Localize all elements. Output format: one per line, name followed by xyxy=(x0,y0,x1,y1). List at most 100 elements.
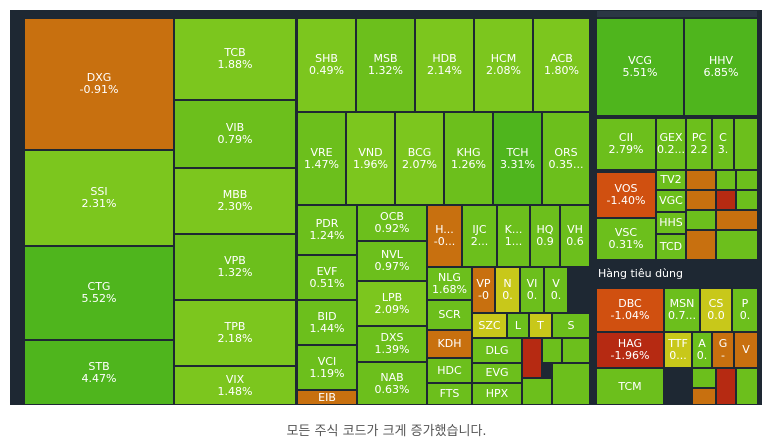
stock-code: VCG xyxy=(628,54,652,67)
stock-code: VIB xyxy=(225,121,245,134)
stock-tile: OCB 0.92% xyxy=(357,205,427,241)
stock-code: PDR xyxy=(315,217,339,230)
stock-change: 2.30% xyxy=(217,200,253,213)
stock-code: EVG xyxy=(485,366,509,379)
stock-tile: SHB 0.49% xyxy=(297,18,356,112)
stock-tile: HPX xyxy=(472,383,522,405)
stock-code: EIB xyxy=(318,390,336,404)
stock-code: HHS xyxy=(659,216,683,229)
stock-tile: DBC -1.04% xyxy=(596,288,664,332)
stock-tile: VH 0.6 xyxy=(560,205,590,267)
stock-change: 1... xyxy=(504,235,523,248)
stock-change: 1.26% xyxy=(451,157,486,171)
stock-tile: V 0. xyxy=(544,267,568,313)
stock-code: V xyxy=(552,277,560,290)
stock-change: 1.32% xyxy=(368,64,403,77)
stock-code: OCB xyxy=(380,210,404,223)
stock-code: SZC xyxy=(478,318,501,332)
stock-code: HCM xyxy=(490,52,517,65)
cell xyxy=(542,338,562,363)
stock-tile: FTS xyxy=(427,383,472,405)
stock-code: BCG xyxy=(407,145,432,159)
stock-tile: TCM xyxy=(596,368,664,405)
stock-tile: CTG 5.52% xyxy=(24,246,174,340)
stock-tile: MBB 2.30% xyxy=(174,168,296,234)
stock-tile: MSB 1.32% xyxy=(356,18,415,112)
cell xyxy=(716,210,758,230)
stock-code: TCM xyxy=(618,379,642,393)
stock-tile: IJC 2... xyxy=(462,205,497,267)
stock-code: TCD xyxy=(659,240,683,253)
stock-tile: TCD xyxy=(656,234,686,260)
stock-code: GEX xyxy=(659,131,683,144)
stock-tile: NVL 0.97% xyxy=(357,241,427,281)
stock-change: 0.2... xyxy=(657,143,685,156)
stock-tile: VSC 0.31% xyxy=(596,218,656,260)
stock-change: 0.35... xyxy=(548,157,584,171)
stock-code: DBC xyxy=(618,297,642,310)
stock-tile: LPB 2.09% xyxy=(357,281,427,326)
stock-code: CTG xyxy=(87,280,111,293)
stock-code: VH xyxy=(567,223,583,236)
stock-change: 2.79% xyxy=(608,143,644,156)
stock-tile: A 0. xyxy=(692,332,712,368)
stock-tile: VRE 1.47% xyxy=(297,112,346,205)
cell xyxy=(736,368,758,405)
stock-tile: TCH 3.31% xyxy=(493,112,542,205)
stock-change: 0.31% xyxy=(608,238,644,251)
stock-code: NAB xyxy=(380,370,404,384)
stock-change: 2.14% xyxy=(427,64,462,77)
stock-change: -1.96% xyxy=(610,349,650,362)
stock-change: - xyxy=(721,349,725,362)
cell xyxy=(692,388,716,405)
stock-tile: HQ 0.9 xyxy=(530,205,560,267)
stock-code: EVF xyxy=(316,264,338,278)
stock-code: VOS xyxy=(614,182,638,195)
stock-tile: VCG 5.51% xyxy=(596,18,684,116)
stock-tile: VND 1.96% xyxy=(346,112,395,205)
stock-tile: NAB 0.63% xyxy=(357,362,427,405)
stock-tile: C 3. xyxy=(712,118,734,170)
stock-tile: EVF 0.51% xyxy=(297,255,357,300)
stock-tile: SZC xyxy=(472,313,507,338)
cell xyxy=(522,338,542,378)
stock-code: VCI xyxy=(317,354,337,368)
stock-code: LPB xyxy=(381,290,403,304)
stock-change: 0. xyxy=(739,309,751,322)
stock-code: FTS xyxy=(439,387,460,400)
stock-code: A xyxy=(698,337,706,350)
stock-code: HDB xyxy=(432,52,457,65)
stock-tile: T xyxy=(529,313,552,338)
stock-change: 0. xyxy=(526,289,538,302)
stock-change: -1.40% xyxy=(606,194,646,207)
stock-tile: BCG 2.07% xyxy=(395,112,444,205)
stock-code: VND xyxy=(358,145,383,159)
stock-code: K... xyxy=(504,223,523,236)
stock-code: ACB xyxy=(550,52,573,65)
stock-tile: HHS xyxy=(656,212,686,234)
stock-change: 0.9 xyxy=(536,235,554,248)
stock-change: 1.47% xyxy=(304,157,339,171)
stock-code: VGC xyxy=(659,194,683,207)
stock-change: -0... xyxy=(433,235,456,248)
stock-tile: V xyxy=(734,332,758,368)
stock-change: -0 xyxy=(478,289,489,302)
stock-change: 1.96% xyxy=(353,157,388,171)
stock-tile: VIB 0.79% xyxy=(174,100,296,168)
stock-code: KHG xyxy=(456,145,481,159)
stock-code: CII xyxy=(618,131,634,144)
stock-code: L xyxy=(514,318,522,332)
stock-change: 3. xyxy=(717,143,729,156)
stock-change: 0.49% xyxy=(309,64,344,77)
cell xyxy=(686,190,716,210)
stock-code: VP xyxy=(476,277,491,290)
stock-change: 0. xyxy=(550,289,562,302)
stock-tile: PC 2.2 xyxy=(686,118,712,170)
stock-tile: HCM 2.08% xyxy=(474,18,533,112)
stock-tile: DXG -0.91% xyxy=(24,18,174,150)
cell xyxy=(736,190,758,210)
stock-code: V xyxy=(742,343,750,356)
stock-tile: SSI 2.31% xyxy=(24,150,174,246)
stock-code: BID xyxy=(317,309,337,323)
